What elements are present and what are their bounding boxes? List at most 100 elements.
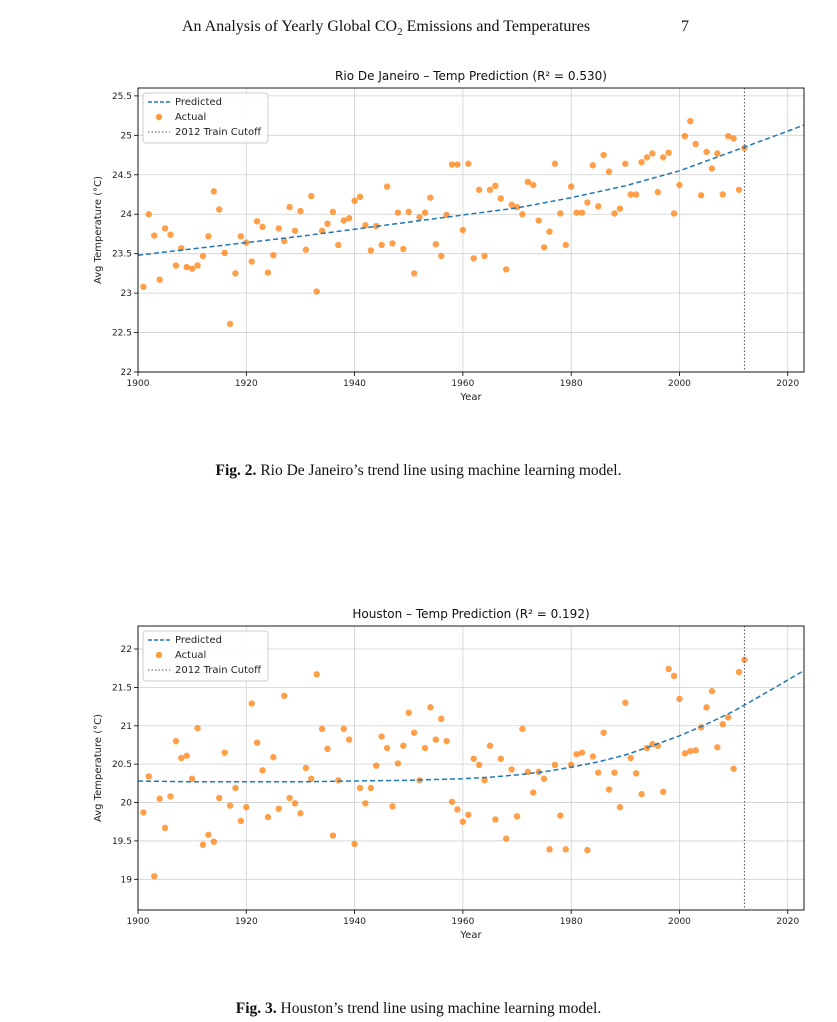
x-tick-label: 1980 xyxy=(560,917,583,927)
data-point xyxy=(378,241,385,249)
data-point xyxy=(448,798,456,805)
y-tick-label: 25 xyxy=(121,131,132,141)
data-point xyxy=(394,760,402,767)
data-point xyxy=(335,777,342,784)
data-point xyxy=(465,811,472,819)
data-point xyxy=(140,283,147,290)
x-tick-label: 1980 xyxy=(560,379,583,389)
data-point xyxy=(687,117,694,125)
data-point xyxy=(622,699,629,706)
data-point xyxy=(703,148,710,156)
data-point xyxy=(524,178,532,186)
data-point xyxy=(389,803,396,810)
data-point xyxy=(237,817,245,825)
data-point xyxy=(486,186,494,193)
data-point xyxy=(611,210,618,217)
data-point xyxy=(519,725,526,733)
data-point xyxy=(400,245,407,253)
data-point xyxy=(438,715,445,723)
actual-points xyxy=(140,117,748,328)
data-point xyxy=(448,161,456,168)
data-point xyxy=(405,208,412,216)
plot-frame xyxy=(137,625,805,911)
legend-actual-swatch xyxy=(155,651,163,659)
data-point xyxy=(438,252,445,260)
data-point xyxy=(259,223,266,231)
data-point xyxy=(719,191,726,198)
y-axis-label: Avg Temperature (°C) xyxy=(93,176,104,284)
data-point xyxy=(508,201,515,208)
data-point xyxy=(530,181,537,189)
data-point xyxy=(216,206,223,213)
data-point xyxy=(416,214,423,221)
x-tick-label: 2000 xyxy=(668,917,691,927)
data-point xyxy=(600,151,607,159)
data-point xyxy=(508,766,515,773)
data-point xyxy=(459,818,467,825)
data-point xyxy=(275,805,282,812)
x-tick-label: 1920 xyxy=(235,917,258,927)
figure-3-label: Fig. 3. xyxy=(235,1000,277,1017)
figure-houston: Houston – Temp Prediction (R² = 0.192) 19… xyxy=(0,598,837,958)
figure-2-text: Rio De Janeiro’s trend line using machin… xyxy=(256,462,622,479)
data-point xyxy=(259,767,266,774)
data-point xyxy=(530,789,537,796)
figure-3-caption: Fig. 3. Houston’s trend line using machi… xyxy=(0,1000,837,1018)
data-point xyxy=(167,793,174,800)
x-tick-label: 1900 xyxy=(127,379,150,389)
data-point xyxy=(622,160,629,167)
data-point xyxy=(643,154,651,161)
data-point xyxy=(221,749,228,756)
data-point xyxy=(573,750,580,758)
data-point xyxy=(313,671,320,678)
legend-label: Predicted xyxy=(175,97,222,108)
data-point xyxy=(660,154,667,161)
data-point xyxy=(632,770,640,777)
data-point xyxy=(318,725,326,733)
y-tick-label: 21.5 xyxy=(112,683,132,693)
data-point xyxy=(183,263,190,271)
data-point xyxy=(481,777,488,784)
data-point xyxy=(405,709,412,716)
data-point xyxy=(232,270,239,277)
legend-label: Actual xyxy=(175,650,206,661)
data-point xyxy=(172,737,180,745)
data-point xyxy=(324,745,331,753)
predicted-line xyxy=(137,669,805,783)
data-point xyxy=(362,800,369,807)
data-point xyxy=(286,203,293,211)
data-point xyxy=(302,764,310,772)
data-point xyxy=(313,288,320,295)
data-point xyxy=(708,688,716,695)
data-point xyxy=(318,227,326,234)
data-point xyxy=(140,809,147,816)
data-point xyxy=(502,266,510,273)
y-tick-label: 22 xyxy=(121,368,132,378)
data-point xyxy=(546,846,553,853)
data-point xyxy=(161,824,169,832)
data-point xyxy=(475,186,483,193)
x-tick-label: 1920 xyxy=(235,379,258,389)
data-point xyxy=(611,769,618,776)
data-point xyxy=(616,803,624,811)
legend-label: 2012 Train Cutoff xyxy=(175,127,262,138)
data-point xyxy=(156,795,163,802)
data-point xyxy=(741,656,748,663)
y-tick-label: 22.5 xyxy=(112,329,132,339)
legend-actual-swatch xyxy=(155,113,163,121)
data-point xyxy=(226,320,234,328)
data-point xyxy=(394,209,402,216)
data-point xyxy=(578,749,586,756)
data-point xyxy=(670,672,678,680)
data-point xyxy=(735,186,743,193)
y-tick-label: 21 xyxy=(121,722,132,732)
data-point xyxy=(519,211,526,218)
data-point xyxy=(595,769,602,776)
x-axis-label: Year xyxy=(459,930,482,941)
data-point xyxy=(340,725,347,733)
data-point xyxy=(681,750,689,757)
data-point xyxy=(562,846,569,853)
data-point xyxy=(676,181,683,189)
legend: Predicted Actual 2012 Train Cutoff xyxy=(142,92,269,144)
running-title-main: An Analysis of Yearly Global CO xyxy=(182,18,398,35)
